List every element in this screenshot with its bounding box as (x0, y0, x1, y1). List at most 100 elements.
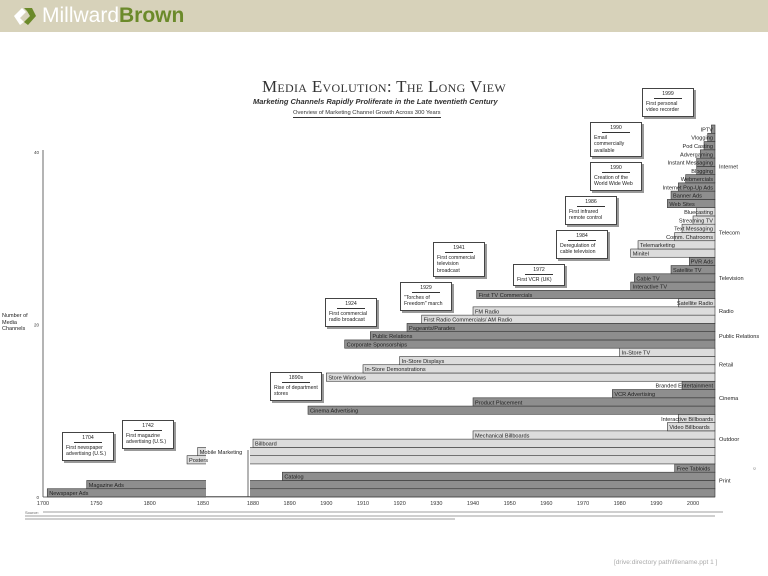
channel-band (472, 306, 716, 316)
milestone-year: 1986 (577, 199, 605, 207)
channel-band (711, 124, 716, 134)
x-tick-label: 1910 (357, 501, 369, 507)
x-tick-label: 1930 (430, 501, 442, 507)
milestone-year: 1742 (134, 423, 162, 431)
channel-label: Corporate Sponsorships (347, 342, 408, 348)
milestone-box: 1941 First commercial television broadcas… (433, 242, 485, 277)
channel-band (186, 455, 716, 465)
source-label: Source: (25, 510, 39, 515)
channel-label: FM Radio (475, 309, 499, 315)
milestone-year: 1984 (568, 233, 596, 241)
y-axis-label: Number of Media Channels (2, 313, 28, 332)
source-text-line (25, 514, 715, 517)
logo-mark-icon (14, 8, 36, 25)
milestone-text: First VCR (UK) (517, 276, 552, 283)
channel-label: In-Store Displays (402, 359, 445, 365)
x-tick-label: 1950 (504, 501, 516, 507)
channel-band (399, 356, 716, 366)
axis-break (206, 120, 250, 496)
milestone-year: 1990 (602, 125, 630, 133)
channel-band (370, 331, 716, 341)
group-label: Public Relations (719, 334, 759, 340)
channel-label: First TV Commercials (479, 293, 533, 299)
channel-band (282, 471, 716, 481)
milestone-text: First infrared remote control (569, 208, 603, 222)
x-tick-label: 1900 (320, 501, 332, 507)
milestone-box: 1990 Creation of the World Wide Web (590, 162, 642, 191)
channel-band (472, 397, 716, 407)
channel-label: In-Store Demonstrations (365, 367, 426, 373)
copyright-vertical: © (752, 467, 757, 470)
group-label: Cinema (719, 396, 739, 402)
source-text-line (25, 518, 455, 520)
milestone-year: 1924 (337, 301, 365, 309)
channel-label: Pod Casting (683, 144, 713, 150)
x-tick-label: 1850 (197, 501, 209, 507)
chart-caption: Overview of Marketing Channel Growth Acr… (293, 110, 441, 118)
x-tick-label: 1940 (467, 501, 479, 507)
channel-label: Newspaper Ads (49, 491, 88, 497)
source-notes: Source: (25, 510, 725, 522)
group-label: Outdoor (719, 437, 739, 443)
y-tick-label: 20 (34, 323, 40, 328)
group-label: Internet (719, 164, 738, 170)
milestone-box: 1742 First magazine advertising (U.S.) (122, 420, 174, 449)
channel-label: In-Store TV (622, 351, 651, 357)
milestone-text: First magazine advertising (U.S.) (126, 432, 167, 446)
channel-band (476, 290, 716, 299)
brand-name-light: Millward (42, 4, 120, 27)
channel-label: Catalog (284, 475, 303, 481)
milestone-text: First personal video recorder (646, 100, 680, 114)
milestone-text: "Torches of Freedom" march (404, 294, 443, 308)
milestone-text: First commercial television broadcast (437, 254, 476, 274)
milestone-box: 1929 "Torches of Freedom" march (400, 282, 452, 311)
channel-label: Pageants/Parades (409, 326, 455, 332)
milestone-text: Rise of department stores (274, 384, 318, 398)
milestone-year: 1972 (525, 267, 553, 275)
slide-subtitle: Marketing Channels Rapidly Proliferate i… (253, 97, 498, 106)
group-label: Print (719, 478, 731, 484)
channel-label: Mechanical Billboards (475, 433, 530, 439)
group-label: Retail (719, 363, 733, 369)
channel-label: Branded Entertainment (655, 384, 713, 390)
x-tick-label: 1970 (577, 501, 589, 507)
millward-brown-logo: Millward Brown (12, 4, 184, 28)
channel-band (612, 389, 716, 399)
group-label: Radio (719, 309, 734, 315)
channel-label: Vlogging (691, 136, 713, 142)
channel-label: Telemarketing (640, 243, 675, 249)
x-tick-label: 1890 (284, 501, 296, 507)
channel-label: Webmercials (681, 177, 713, 183)
channel-label: IPTV (701, 127, 714, 133)
channel-label: Free Tabloids (677, 466, 711, 472)
channel-label: Interactive Billboards (661, 417, 713, 423)
channel-label: Satellite TV (673, 268, 702, 274)
milestone-box: 1999 First personal video recorder (642, 88, 694, 117)
brand-name-bold: Brown (119, 4, 185, 27)
milestone-box: 1704 First newspaper advertising (U.S.) (62, 432, 114, 461)
milestone-text: First commercial radio broadcast (329, 310, 368, 324)
file-path-footer: [drive:directory path\filename.ppt 1 ] (614, 559, 718, 566)
channel-band (252, 438, 716, 448)
channel-label: Product Placement (475, 400, 523, 406)
y-tick-label: 40 (34, 150, 40, 155)
channel-label: Interactive TV (633, 285, 668, 291)
channel-label: Web Sites (669, 202, 695, 208)
channel-label: Instant Messaging (668, 161, 713, 167)
x-tick-label: 1960 (540, 501, 552, 507)
milestone-text: First newspaper advertising (U.S.) (66, 444, 107, 458)
milestone-year: 1929 (412, 285, 440, 293)
x-tick-label: 1990 (650, 501, 662, 507)
channel-label: Internet Pop-Up Ads (663, 185, 714, 191)
channel-label: Banner Ads (673, 194, 702, 200)
channel-label: Magazine Ads (89, 483, 124, 489)
channel-label: VCR Advertising (614, 392, 655, 398)
channel-label: Public Relations (372, 334, 412, 340)
channel-label: Advergaming (680, 152, 713, 158)
channel-label: Posters (189, 458, 208, 464)
channel-label: Cable TV (636, 276, 659, 282)
x-tick-label: 1980 (614, 501, 626, 507)
milestone-text: Deregulation of cable television (560, 242, 596, 256)
milestone-year: 1890s (282, 375, 310, 383)
